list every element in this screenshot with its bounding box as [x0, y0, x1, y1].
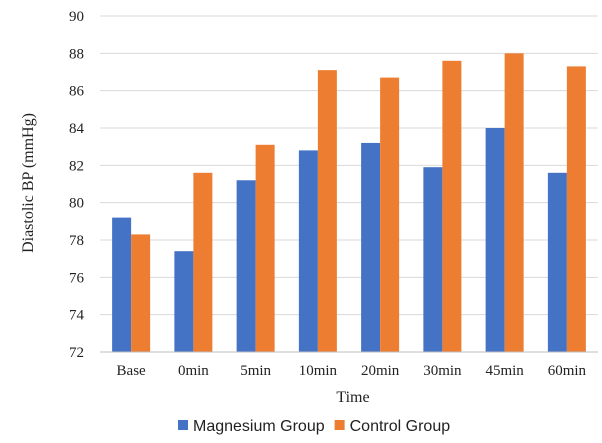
- x-tick-label: 5min: [240, 363, 271, 379]
- y-axis-title: Diastolic BP (mmHg): [20, 113, 37, 253]
- y-tick-label: 78: [69, 233, 84, 249]
- legend: Magnesium Group Control Group: [178, 418, 450, 435]
- legend-swatch: [334, 420, 345, 430]
- x-axis-title: Time: [336, 389, 369, 406]
- bar-magnesium: [236, 180, 256, 352]
- bar-magnesium: [298, 150, 318, 352]
- y-tick-label: 88: [69, 46, 84, 62]
- y-tick-label: 84: [69, 121, 85, 137]
- legend-label: Magnesium Group: [193, 418, 325, 435]
- bar-magnesium: [112, 217, 132, 352]
- x-tick-label: 0min: [178, 363, 209, 379]
- y-tick-label: 74: [69, 308, 85, 324]
- bar-control: [380, 77, 400, 352]
- legend-label: Control Group: [350, 418, 451, 435]
- y-tick-label: 76: [69, 270, 85, 286]
- y-tick-label: 90: [69, 9, 84, 25]
- bar-magnesium: [361, 142, 381, 352]
- bars: [112, 53, 586, 353]
- bar-control: [504, 53, 524, 352]
- x-tick-label: 45min: [485, 363, 524, 379]
- bar-magnesium: [174, 251, 194, 352]
- bar-control: [566, 66, 586, 353]
- x-tick-labels: Base 0min 5min 10min 20min 30min 45min 60min: [117, 363, 587, 379]
- bar-control: [317, 70, 337, 352]
- bar-magnesium: [485, 128, 505, 352]
- y-tick-label: 72: [69, 345, 84, 361]
- bar-control: [442, 60, 462, 353]
- bar-control: [255, 144, 275, 352]
- legend-swatch: [178, 420, 188, 430]
- x-tick-label: 20min: [361, 363, 400, 379]
- bar-control: [193, 172, 213, 352]
- y-tick-labels: 72 74 76 78 80 82 84 86 88 90: [69, 9, 85, 361]
- bar-control: [131, 234, 151, 352]
- x-tick-label: 30min: [423, 363, 462, 379]
- y-tick-label: 80: [69, 196, 84, 212]
- bar-magnesium: [423, 167, 443, 352]
- x-tick-label: Base: [117, 363, 147, 379]
- y-tick-label: 82: [69, 158, 84, 174]
- x-tick-label: 60min: [548, 363, 587, 379]
- x-tick-label: 10min: [299, 363, 338, 379]
- bar-magnesium: [547, 172, 567, 352]
- y-tick-label: 86: [69, 84, 85, 100]
